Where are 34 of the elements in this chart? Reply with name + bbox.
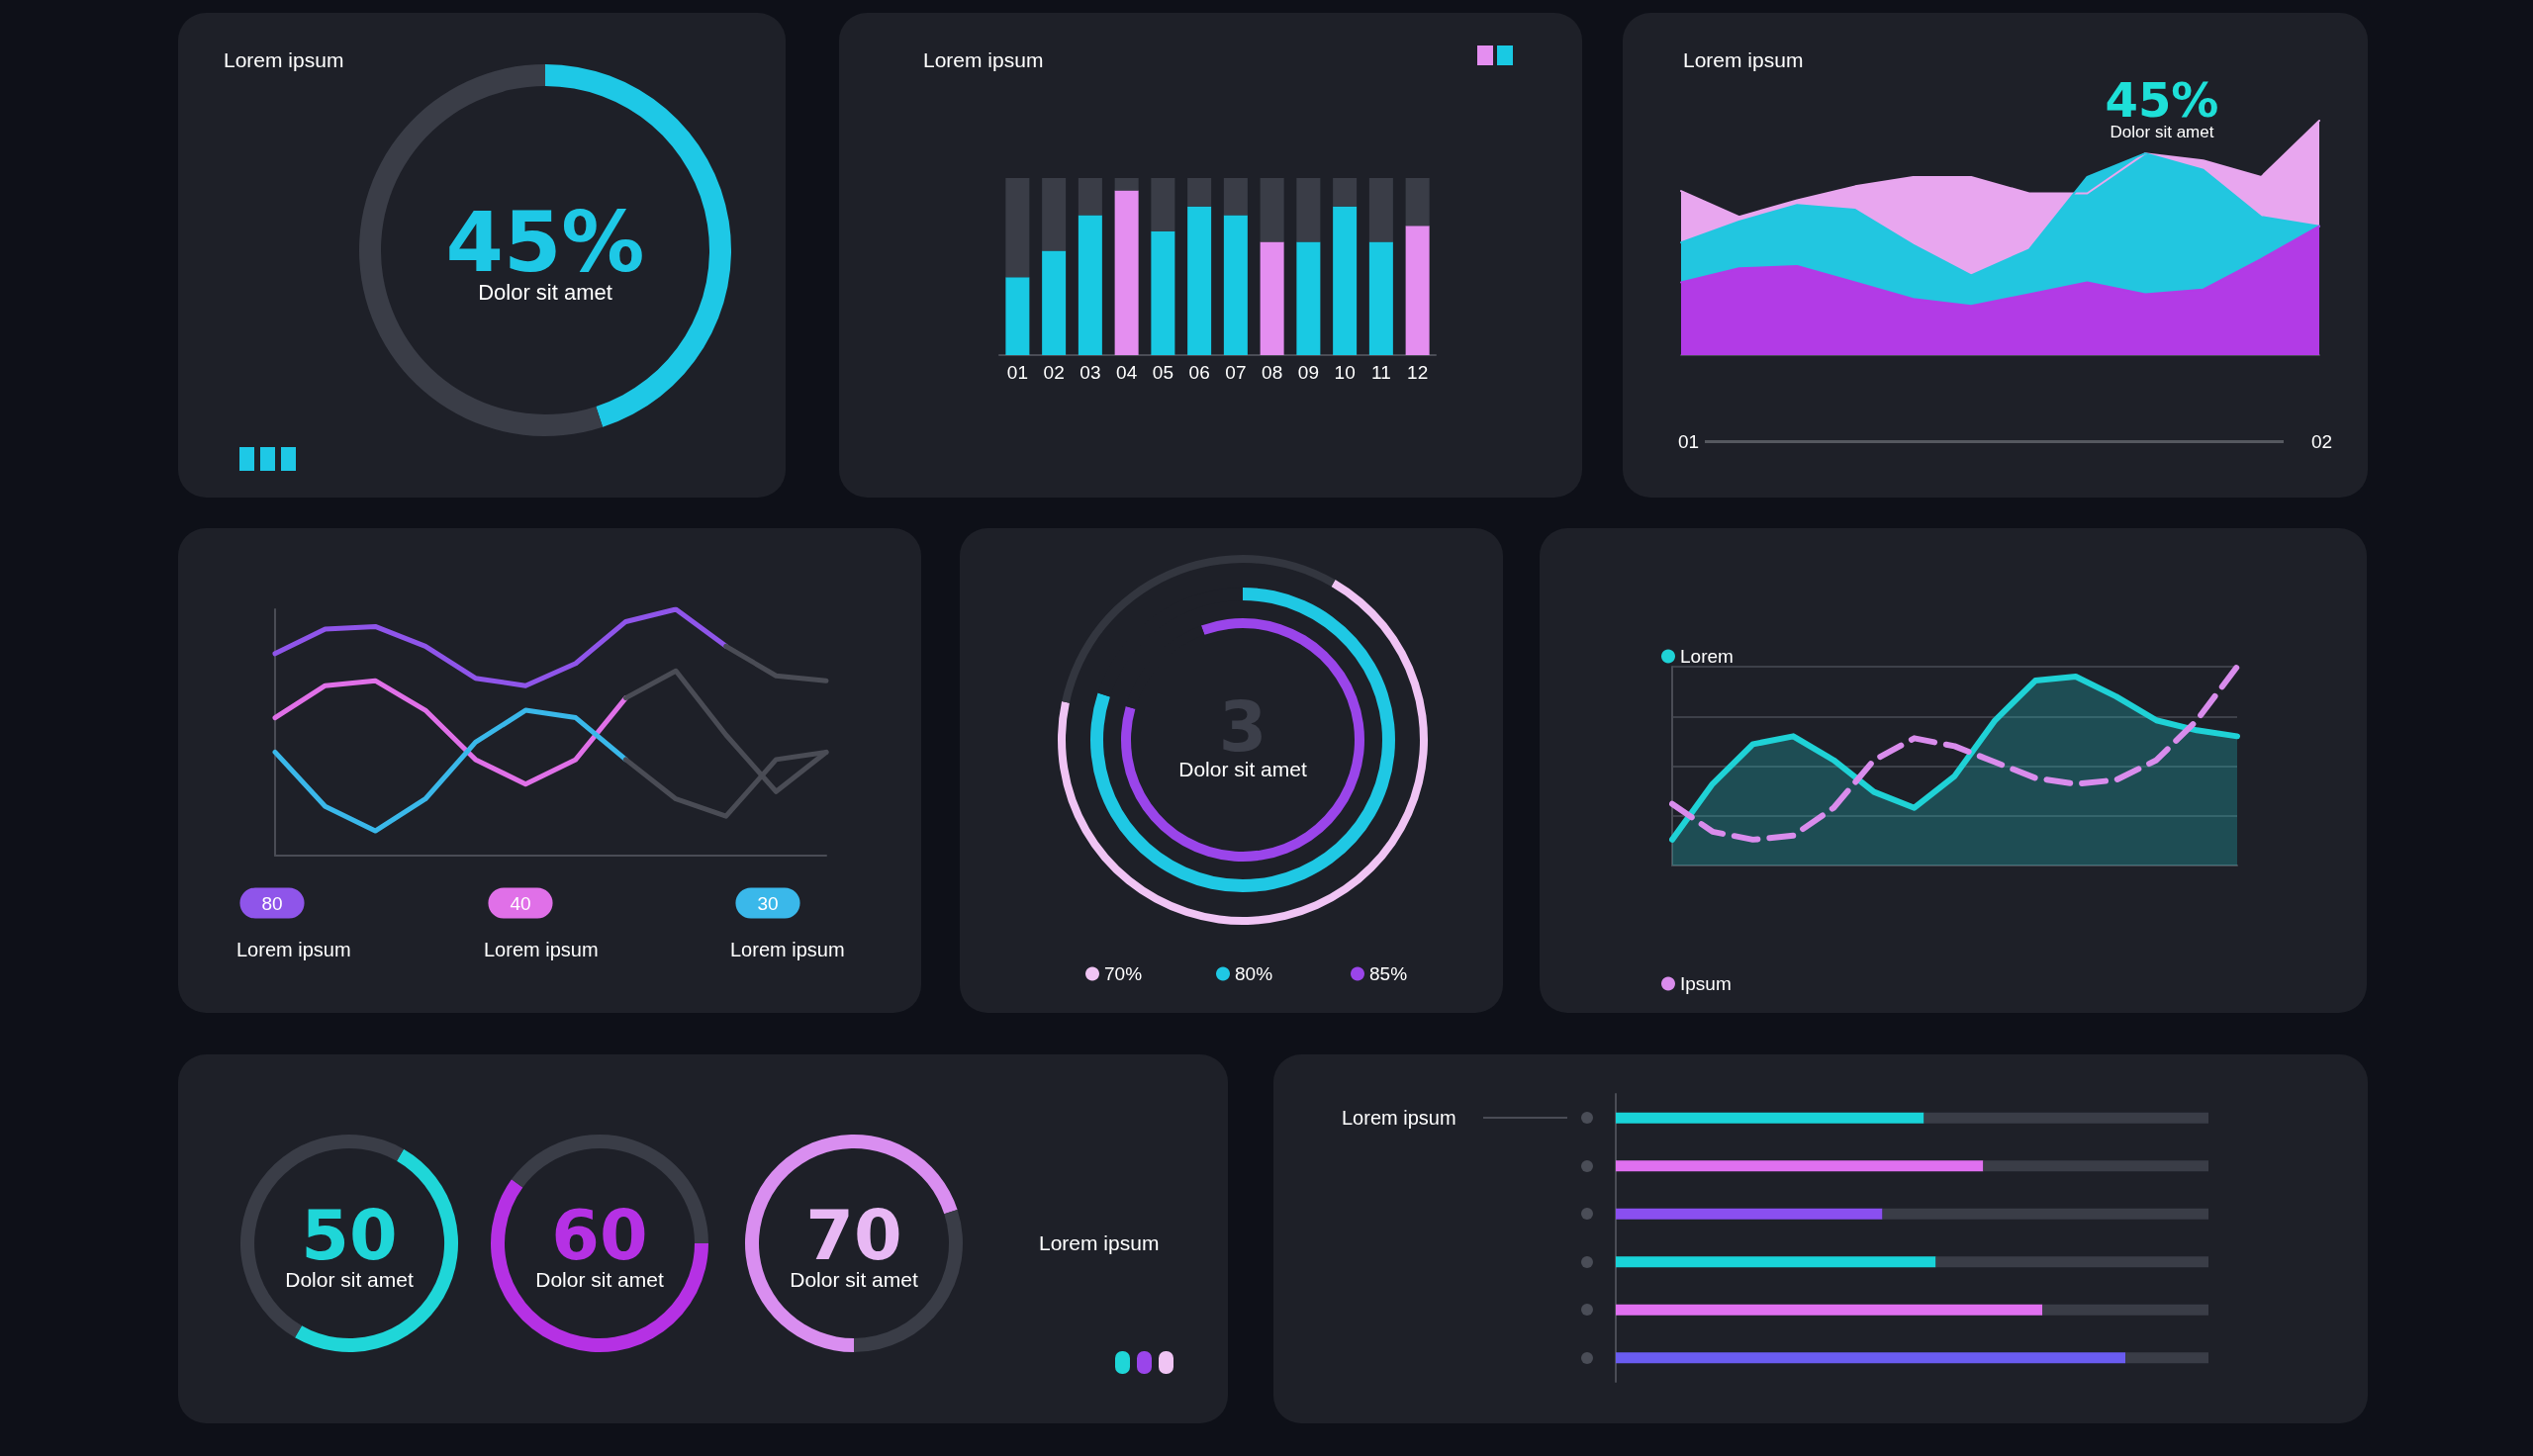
text: Lorem ipsum [236, 939, 351, 960]
legend-label: Lorem [1680, 646, 1734, 667]
text: Lorem ipsum [484, 939, 599, 960]
x-tick-label: 10 [1334, 362, 1356, 383]
legend-label: 80% [1235, 963, 1273, 984]
x-tick-label: 09 [1297, 362, 1319, 383]
text: 80 [261, 892, 283, 914]
text: Lorem ipsum [730, 939, 845, 960]
x-tick-label: 01 [1006, 362, 1028, 383]
legend-label: 85% [1369, 963, 1408, 984]
x-tick-label: 07 [1225, 362, 1247, 383]
text: Lorem ipsum [1342, 1107, 1456, 1129]
text: Lorem ipsum [1039, 1230, 1160, 1254]
x-tick-label: 02 [1043, 362, 1065, 383]
text: Dolor sit amet [790, 1267, 918, 1291]
text: 02 [2311, 430, 2333, 452]
text: Dolor sit amet [285, 1267, 414, 1291]
x-tick-label: 04 [1116, 362, 1138, 383]
x-tick-label: 08 [1262, 362, 1283, 383]
x-tick-label: 03 [1079, 362, 1101, 383]
chart-title: Lorem ipsum [923, 48, 1044, 71]
chart-title: Lorem ipsum [1683, 48, 1804, 71]
legend-label: Ipsum [1680, 973, 1732, 994]
x-tick-label: 11 [1371, 362, 1391, 383]
x-tick-label: 06 [1188, 362, 1210, 383]
x-tick-label: 12 [1407, 362, 1429, 383]
text: 01 [1678, 430, 1700, 452]
chart-title: Lorem ipsum [224, 48, 344, 71]
annotation: Dolor sit amet [2110, 122, 2214, 141]
legend-label: 70% [1104, 963, 1143, 984]
text: 40 [510, 892, 531, 914]
x-tick-label: 05 [1152, 362, 1173, 383]
text: Dolor sit amet [535, 1267, 664, 1291]
text: 30 [757, 892, 779, 914]
